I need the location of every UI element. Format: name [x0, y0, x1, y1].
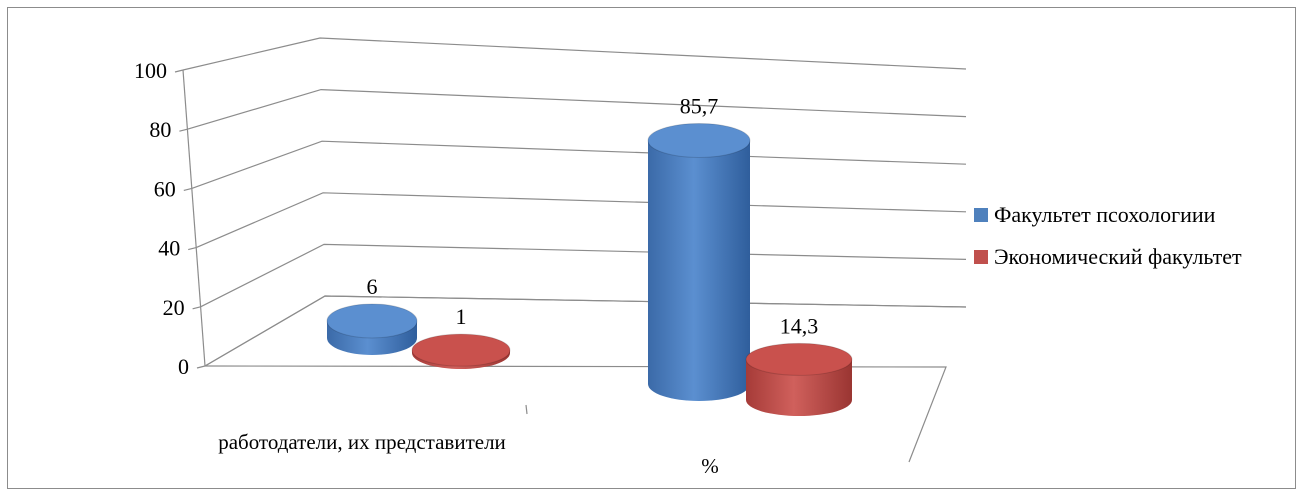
bar-body	[746, 359, 852, 416]
gridlines	[174, 37, 967, 369]
bar-top	[326, 303, 418, 339]
bar-cylinder	[411, 333, 511, 369]
y-tick-label: 80	[149, 117, 171, 142]
data-label: 6	[367, 274, 378, 299]
legend-item-economics: Экономический факультет	[974, 236, 1242, 278]
category-label: %	[701, 454, 719, 478]
y-tick-label: 0	[178, 354, 189, 379]
gridline	[200, 243, 967, 308]
bars	[326, 122, 853, 416]
y-tick-label: 40	[158, 236, 180, 261]
gridline	[182, 37, 967, 71]
legend-swatch-red	[974, 250, 988, 264]
y-tick-label: 60	[154, 176, 176, 201]
gridline	[204, 295, 967, 367]
legend-label: Факультет псохологиии	[994, 202, 1216, 227]
data-label: 1	[456, 304, 467, 329]
x-tick-mark	[525, 404, 528, 415]
y-axis-line	[182, 69, 206, 367]
gridline	[191, 140, 967, 189]
category-label: работодатели, их представители	[218, 430, 506, 454]
gridline	[195, 192, 967, 249]
floor-back-edge	[204, 295, 967, 367]
bar-body	[648, 140, 750, 401]
legend-label: Экономический факультет	[994, 244, 1242, 269]
y-tick-mark	[174, 69, 184, 73]
y-tick-mark	[192, 306, 201, 310]
bar-cylinder	[647, 122, 751, 401]
data-labels: 6 85,7 1 14,3	[367, 93, 819, 338]
gridline	[187, 88, 967, 130]
bar-top	[647, 122, 751, 158]
y-tick-mark	[188, 247, 197, 251]
y-axis-ticks: 0 20 40 60 80 100	[134, 58, 189, 379]
legend-item-psychology: Факультет псохологиии	[974, 194, 1242, 236]
bar-top	[411, 333, 511, 367]
data-label: 14,3	[780, 313, 819, 338]
bar-top	[745, 342, 853, 376]
y-tick-mark	[183, 187, 192, 191]
y-tick-mark	[179, 128, 188, 132]
legend: Факультет псохологиии Экономический факу…	[974, 194, 1242, 278]
legend-swatch-blue	[974, 208, 988, 222]
y-tick-mark	[196, 365, 206, 369]
y-tick-label: 100	[134, 58, 167, 83]
y-tick-label: 20	[163, 295, 185, 320]
data-label: 85,7	[680, 93, 719, 118]
bar-cylinder	[326, 303, 418, 355]
bar-cylinder	[745, 342, 853, 416]
category-labels: работодатели, их представители%	[218, 430, 719, 478]
